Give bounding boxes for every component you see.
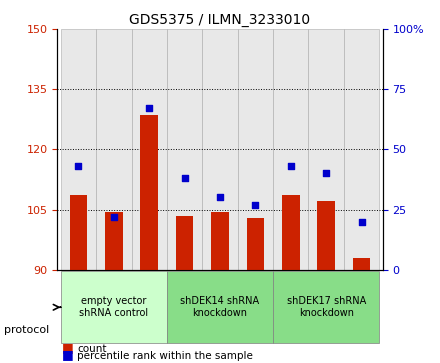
Bar (176, 216, 194, 270)
Bar (246, 217, 264, 270)
FancyBboxPatch shape (96, 29, 132, 270)
Point (323, 171, 330, 176)
Point (146, 106, 153, 111)
Bar (353, 258, 370, 270)
FancyBboxPatch shape (308, 29, 344, 270)
FancyBboxPatch shape (273, 29, 308, 270)
FancyBboxPatch shape (202, 29, 238, 270)
FancyBboxPatch shape (167, 29, 202, 270)
Bar (317, 201, 335, 270)
Bar (105, 212, 123, 270)
Title: GDS5375 / ILMN_3233010: GDS5375 / ILMN_3233010 (129, 13, 311, 26)
Text: shDEK17 shRNA
knockdown: shDEK17 shRNA knockdown (286, 297, 366, 318)
FancyBboxPatch shape (132, 29, 167, 270)
Text: percentile rank within the sample: percentile rank within the sample (77, 351, 253, 361)
Text: shDEK14 shRNA
knockdown: shDEK14 shRNA knockdown (180, 297, 260, 318)
Text: ■: ■ (62, 348, 73, 361)
Point (358, 219, 365, 224)
FancyBboxPatch shape (344, 29, 379, 270)
Point (75, 163, 82, 169)
Text: ■: ■ (62, 341, 73, 354)
Point (252, 202, 259, 208)
Point (181, 175, 188, 181)
FancyBboxPatch shape (273, 271, 379, 343)
Bar (282, 195, 300, 270)
Text: protocol: protocol (4, 325, 50, 335)
Text: empty vector
shRNA control: empty vector shRNA control (79, 297, 148, 318)
FancyBboxPatch shape (167, 271, 273, 343)
Bar (140, 115, 158, 270)
FancyBboxPatch shape (61, 271, 167, 343)
Bar (211, 212, 229, 270)
FancyBboxPatch shape (238, 29, 273, 270)
Text: count: count (77, 344, 106, 354)
Bar (70, 195, 87, 270)
Point (287, 163, 294, 169)
Point (110, 214, 117, 220)
FancyBboxPatch shape (61, 29, 96, 270)
Point (216, 195, 224, 200)
